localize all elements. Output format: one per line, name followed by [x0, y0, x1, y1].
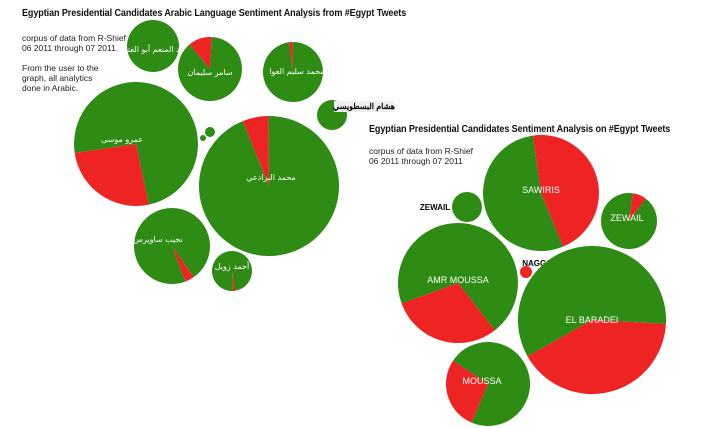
negative-slice — [527, 320, 666, 394]
positive-slice — [211, 251, 252, 291]
negative-slice — [401, 283, 495, 344]
candidate-label: EL BARADEI — [566, 315, 619, 325]
english-note-line: corpus of data from R-Shief — [369, 146, 473, 156]
positive-slice — [74, 82, 198, 205]
positive-slice — [517, 246, 666, 357]
candidate-bubble: أحمد زويل — [211, 251, 252, 291]
positive-slice — [452, 192, 482, 222]
negative-slice — [242, 116, 269, 186]
candidate-label: سامر سليمان — [187, 68, 232, 77]
candidate-bubble: عبد المنعم أبو الفتوح — [119, 20, 188, 72]
negative-slice — [288, 42, 293, 72]
candidate-bubble: هشام البسطويسي — [317, 100, 395, 130]
candidate-label: ZEWAIL — [420, 203, 450, 212]
arabic-note-line: From the user to the — [22, 63, 99, 73]
candidate-bubble: EL BARADEI — [517, 246, 666, 394]
candidate-bubble: MOUSSA — [446, 342, 530, 427]
arabic-panel-title: Egyptian Presidential Candidates Arabic … — [22, 7, 407, 19]
positive-slice — [205, 127, 215, 137]
candidate-label: عمرو موسى — [101, 135, 143, 144]
negative-slice — [446, 360, 488, 423]
candidate-label: محمد سليم العوا — [269, 67, 324, 76]
negative-slice — [629, 193, 646, 221]
candidate-bubble: عمرو موسى — [74, 82, 198, 206]
candidate-label: SAWIRIS — [522, 185, 560, 195]
negative-slice — [532, 134, 600, 247]
positive-slice — [398, 223, 518, 331]
positive-slice — [134, 207, 211, 284]
positive-slice — [200, 135, 206, 141]
candidate-label: محمد البرادعي — [246, 173, 296, 182]
candidate-bubble: سامر سليمان — [178, 37, 243, 101]
candidate-label: هشام البسطويسي — [333, 102, 395, 112]
negative-slice — [189, 37, 212, 69]
label-background — [334, 101, 394, 112]
negative-slice — [74, 144, 149, 206]
candidate-label: أحمد زويل — [215, 261, 250, 271]
positive-slice — [127, 20, 179, 72]
candidate-bubble — [205, 127, 215, 137]
arabic-panel-notes: corpus of data from R-Shief 06 2011 thro… — [22, 33, 126, 93]
candidate-bubble: محمد سليم العوا — [263, 42, 325, 102]
english-panel-title: Egyptian Presidential Candidates Sentime… — [369, 123, 671, 135]
english-note-line: 06 2011 through 07 2011 — [369, 156, 463, 166]
candidate-label: عبد المنعم أبو الفتوح — [119, 44, 188, 54]
candidate-bubble: SAWIRIS — [483, 134, 600, 251]
candidate-bubble — [200, 135, 206, 141]
candidate-bubble: ZEWAIL — [601, 192, 657, 249]
candidate-bubble: ZEWAIL — [420, 192, 482, 222]
candidate-label: MOUSSA — [462, 376, 501, 386]
candidate-label: ZEWAIL — [610, 213, 643, 223]
candidate-bubble: AMR MOUSSA — [398, 223, 518, 344]
candidate-label: NAGGAR — [522, 259, 558, 268]
english-panel-notes: corpus of data from R-Shief 06 2011 thro… — [369, 146, 473, 166]
positive-slice — [178, 37, 243, 101]
negative-slice — [520, 266, 532, 278]
candidate-bubble: نجيب ساويرس — [133, 207, 211, 284]
arabic-note-line: 06 2011 through 07 2011. — [22, 43, 119, 53]
negative-slice — [232, 271, 236, 291]
arabic-note-line: corpus of data from R-Shief — [22, 33, 126, 43]
positive-slice — [453, 342, 530, 427]
candidate-bubble: NAGGAR — [520, 259, 558, 278]
positive-slice — [601, 192, 657, 249]
arabic-note-line: graph, all analytics — [22, 73, 93, 83]
candidate-bubble: محمد البرادعي — [199, 116, 340, 256]
candidate-label: AMR MOUSSA — [427, 275, 489, 285]
arabic-note-line: done in Arabic. — [22, 83, 79, 93]
positive-slice — [483, 135, 564, 251]
candidate-label: نجيب ساويرس — [133, 235, 183, 244]
negative-slice — [172, 246, 194, 282]
